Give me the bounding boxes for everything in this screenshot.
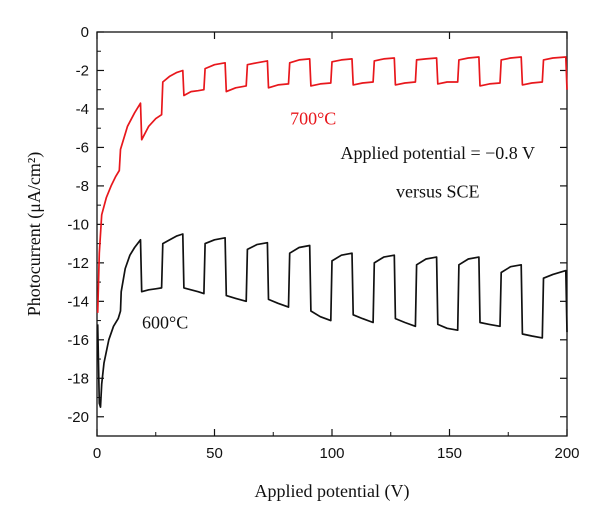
y-tick-label: -16 <box>67 332 89 349</box>
y-axis-title: Photocurrent (μA/cm²) <box>24 152 45 317</box>
y-tick-label: -4 <box>76 101 89 118</box>
y-tick-label: -20 <box>67 409 89 426</box>
series-line-700c <box>96 56 568 313</box>
x-tick-label: 100 <box>319 445 344 462</box>
y-axis: 0 -2 -4 -6 -8 -10 -12 -14 -16 -18 -20 <box>67 24 567 426</box>
y-tick-label: -6 <box>76 139 89 156</box>
labels-layer: 700°C 600°C <box>142 108 336 332</box>
y-tick-label: 0 <box>81 24 89 41</box>
series-layer <box>96 56 568 408</box>
plot-frame <box>96 31 568 437</box>
series-line-600c <box>96 233 568 408</box>
series-label-700c: 700°C <box>290 108 336 128</box>
x-axis: 0 50 100 150 200 <box>93 32 580 462</box>
y-tick-label: -8 <box>76 178 89 195</box>
plot-border <box>96 31 568 437</box>
y-tick-label: -12 <box>67 255 89 272</box>
x-tick-label: 50 <box>206 445 223 462</box>
annotation-applied-potential: Applied potential = −0.8 V <box>341 143 535 163</box>
y-tick-label: -10 <box>67 216 89 233</box>
x-tick-label: 0 <box>93 445 101 462</box>
annotation-versus-sce: versus SCE <box>396 181 480 201</box>
y-tick-label: -18 <box>67 370 89 387</box>
series-label-600c: 600°C <box>142 312 188 332</box>
x-tick-label: 150 <box>437 445 462 462</box>
y-tick-label: -2 <box>76 62 89 79</box>
x-axis-title: Applied potential (V) <box>255 481 410 502</box>
x-tick-label: 200 <box>554 445 579 462</box>
y-tick-label: -14 <box>67 293 89 310</box>
